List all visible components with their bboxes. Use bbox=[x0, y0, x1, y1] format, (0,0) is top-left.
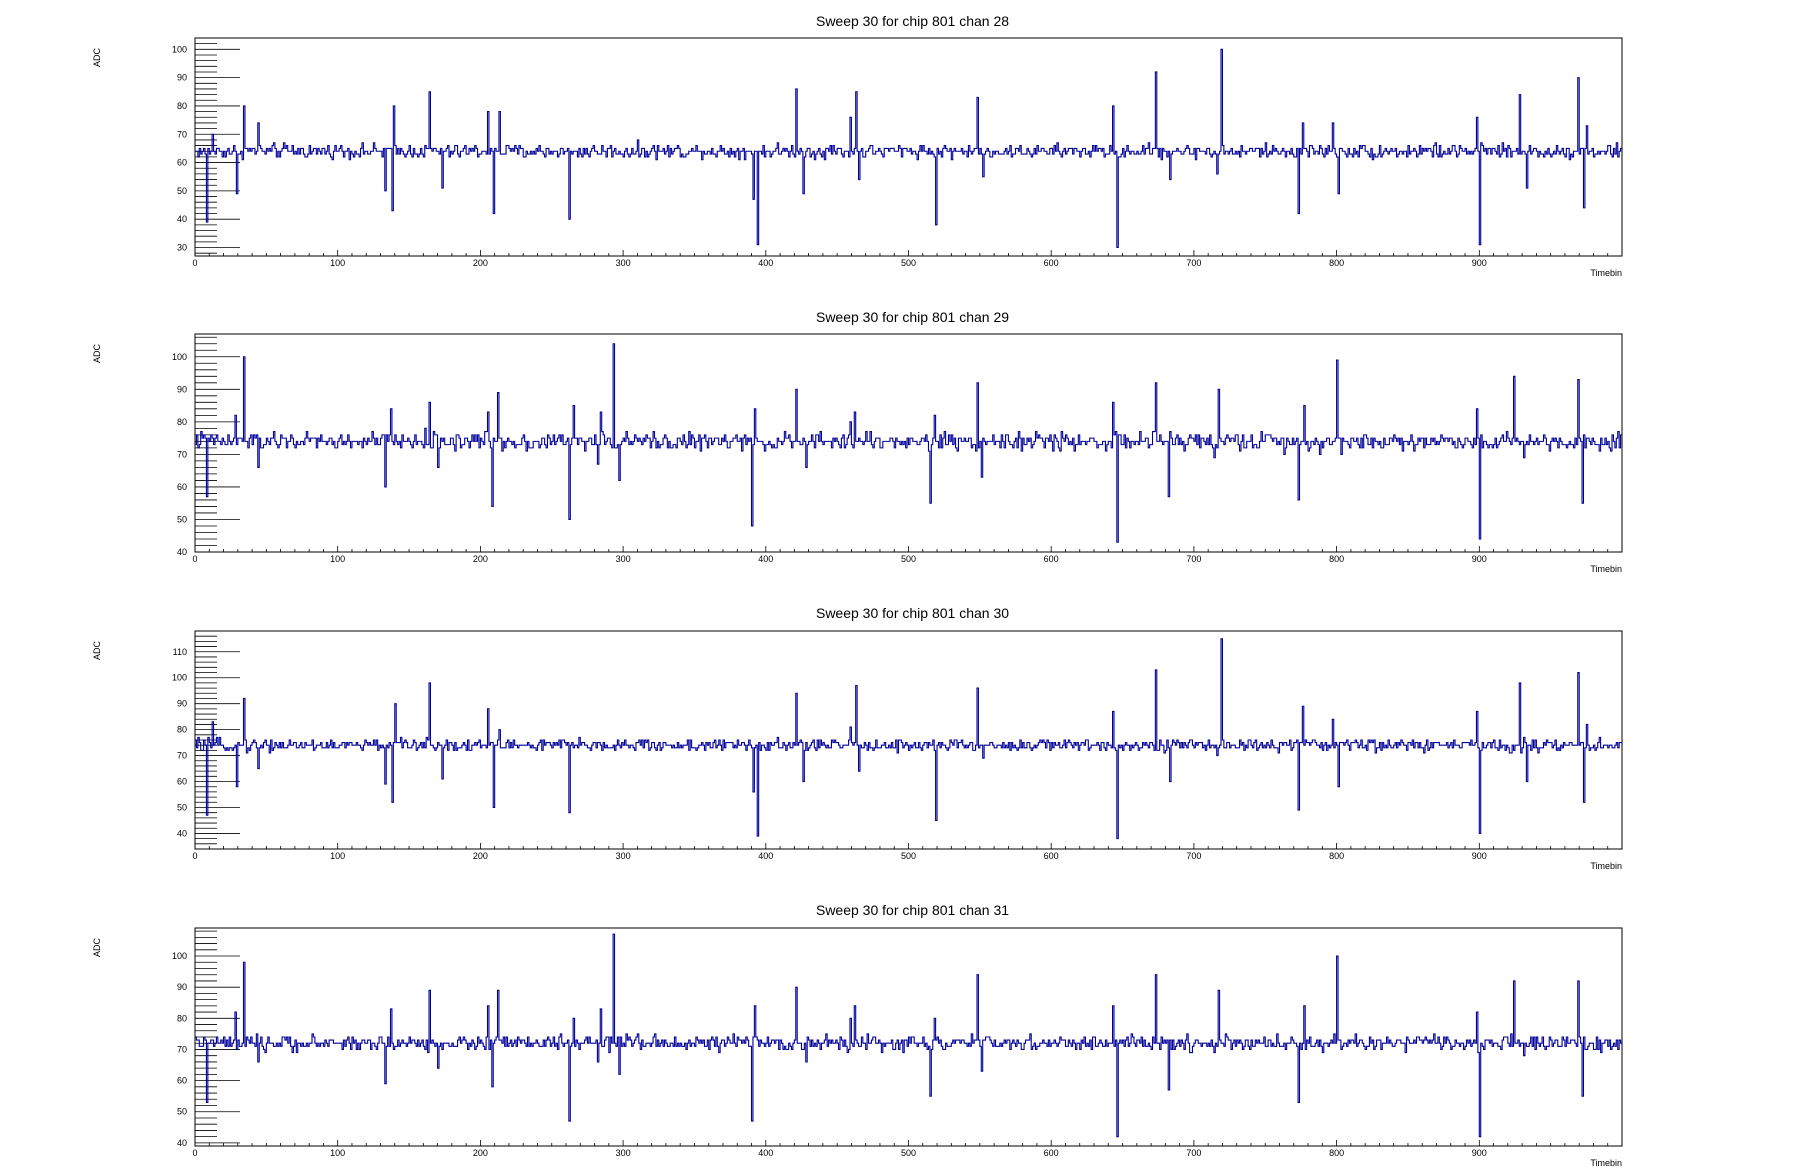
x-axis-label: Timebin bbox=[1590, 564, 1622, 574]
y-tick-label: 70 bbox=[177, 751, 187, 761]
y-tick-label: 40 bbox=[177, 214, 187, 224]
plot-frame bbox=[194, 630, 1623, 850]
x-tick-label: 900 bbox=[1472, 258, 1487, 268]
y-tick-label: 100 bbox=[172, 673, 187, 683]
x-tick-label: 700 bbox=[1186, 554, 1201, 564]
x-tick-label: 500 bbox=[901, 554, 916, 564]
y-tick-label: 60 bbox=[177, 777, 187, 787]
x-tick-label: 400 bbox=[758, 554, 773, 564]
chart-panel-3: Sweep 30 for chip 801 chan 31 ADC Timebin 0… bbox=[92, 902, 1623, 1168]
x-tick-label: 100 bbox=[330, 1148, 345, 1158]
chart-panel-1: Sweep 30 for chip 801 chan 29 ADC Timebin 0… bbox=[92, 309, 1623, 574]
x-axis-label: Timebin bbox=[1590, 268, 1622, 278]
x-tick-label: 900 bbox=[1472, 1148, 1487, 1158]
y-tick-label: 90 bbox=[177, 982, 187, 992]
x-tick-label: 200 bbox=[473, 258, 488, 268]
y-tick-label: 100 bbox=[172, 951, 187, 961]
y-tick-label: 60 bbox=[177, 1076, 187, 1086]
x-tick-label: 800 bbox=[1329, 554, 1344, 564]
x-tick-label: 900 bbox=[1472, 554, 1487, 564]
x-tick-label: 400 bbox=[758, 258, 773, 268]
x-tick-label: 600 bbox=[1044, 258, 1059, 268]
y-tick-label: 60 bbox=[177, 158, 187, 168]
x-tick-label: 300 bbox=[616, 258, 631, 268]
y-tick-label: 40 bbox=[177, 1138, 187, 1148]
y-axis-label: ADC bbox=[92, 641, 102, 661]
y-tick-label: 60 bbox=[177, 482, 187, 492]
x-tick-label: 0 bbox=[192, 1148, 197, 1158]
y-tick-label: 90 bbox=[177, 699, 187, 709]
series-line bbox=[195, 48, 1622, 249]
series-line bbox=[195, 343, 1622, 543]
y-axis-label: ADC bbox=[92, 48, 102, 68]
y-tick-label: 90 bbox=[177, 384, 187, 394]
x-tick-label: 700 bbox=[1186, 258, 1201, 268]
y-tick-label: 80 bbox=[177, 417, 187, 427]
x-tick-label: 100 bbox=[330, 258, 345, 268]
y-tick-label: 80 bbox=[177, 101, 187, 111]
x-tick-label: 600 bbox=[1044, 851, 1059, 861]
y-tick-label: 80 bbox=[177, 1013, 187, 1023]
x-tick-label: 700 bbox=[1186, 851, 1201, 861]
x-tick-label: 800 bbox=[1329, 851, 1344, 861]
x-tick-label: 500 bbox=[901, 258, 916, 268]
chart-panel-0: Sweep 30 for chip 801 chan 28 ADC Timebin 0… bbox=[92, 13, 1623, 278]
x-tick-label: 300 bbox=[616, 554, 631, 564]
x-tick-label: 500 bbox=[901, 1148, 916, 1158]
x-tick-label: 200 bbox=[473, 554, 488, 564]
y-tick-label: 50 bbox=[177, 802, 187, 812]
y-tick-label: 50 bbox=[177, 514, 187, 524]
x-tick-label: 900 bbox=[1472, 851, 1487, 861]
y-tick-label: 70 bbox=[177, 129, 187, 139]
x-tick-label: 600 bbox=[1044, 1148, 1059, 1158]
chart-title: Sweep 30 for chip 801 chan 31 bbox=[816, 902, 1009, 918]
x-tick-label: 600 bbox=[1044, 554, 1059, 564]
x-tick-label: 200 bbox=[473, 851, 488, 861]
y-tick-label: 100 bbox=[172, 352, 187, 362]
y-tick-label: 40 bbox=[177, 828, 187, 838]
y-tick-label: 80 bbox=[177, 725, 187, 735]
x-axis-label: Timebin bbox=[1590, 861, 1622, 871]
x-tick-label: 700 bbox=[1186, 1148, 1201, 1158]
x-tick-label: 400 bbox=[758, 851, 773, 861]
x-tick-label: 300 bbox=[616, 1148, 631, 1158]
y-tick-label: 110 bbox=[173, 647, 187, 657]
y-tick-label: 90 bbox=[177, 73, 187, 83]
y-tick-label: 100 bbox=[172, 44, 187, 54]
y-tick-label: 50 bbox=[177, 186, 187, 196]
series-line bbox=[195, 933, 1622, 1138]
y-axis-label: ADC bbox=[92, 938, 102, 958]
x-tick-label: 0 bbox=[192, 851, 197, 861]
x-tick-label: 300 bbox=[616, 851, 631, 861]
y-tick-label: 50 bbox=[177, 1107, 187, 1117]
y-axis-label: ADC bbox=[92, 344, 102, 364]
y-tick-label: 40 bbox=[177, 547, 187, 557]
chart-title: Sweep 30 for chip 801 chan 28 bbox=[816, 13, 1009, 29]
y-tick-label: 30 bbox=[177, 243, 187, 253]
x-tick-label: 0 bbox=[192, 258, 197, 268]
x-axis-label: Timebin bbox=[1590, 1158, 1622, 1168]
x-tick-label: 400 bbox=[758, 1148, 773, 1158]
x-tick-label: 200 bbox=[473, 1148, 488, 1158]
y-tick-label: 70 bbox=[177, 1044, 187, 1054]
x-tick-label: 800 bbox=[1329, 258, 1344, 268]
y-tick-label: 70 bbox=[177, 449, 187, 459]
x-tick-label: 0 bbox=[192, 554, 197, 564]
x-tick-label: 500 bbox=[901, 851, 916, 861]
x-tick-label: 100 bbox=[330, 554, 345, 564]
chart-title: Sweep 30 for chip 801 chan 29 bbox=[816, 309, 1009, 325]
series-line bbox=[195, 638, 1622, 840]
x-tick-label: 800 bbox=[1329, 1148, 1344, 1158]
x-tick-label: 100 bbox=[330, 851, 345, 861]
chart-title: Sweep 30 for chip 801 chan 30 bbox=[816, 605, 1009, 621]
chart-panel-2: Sweep 30 for chip 801 chan 30 ADC Timebin 0… bbox=[92, 605, 1623, 871]
